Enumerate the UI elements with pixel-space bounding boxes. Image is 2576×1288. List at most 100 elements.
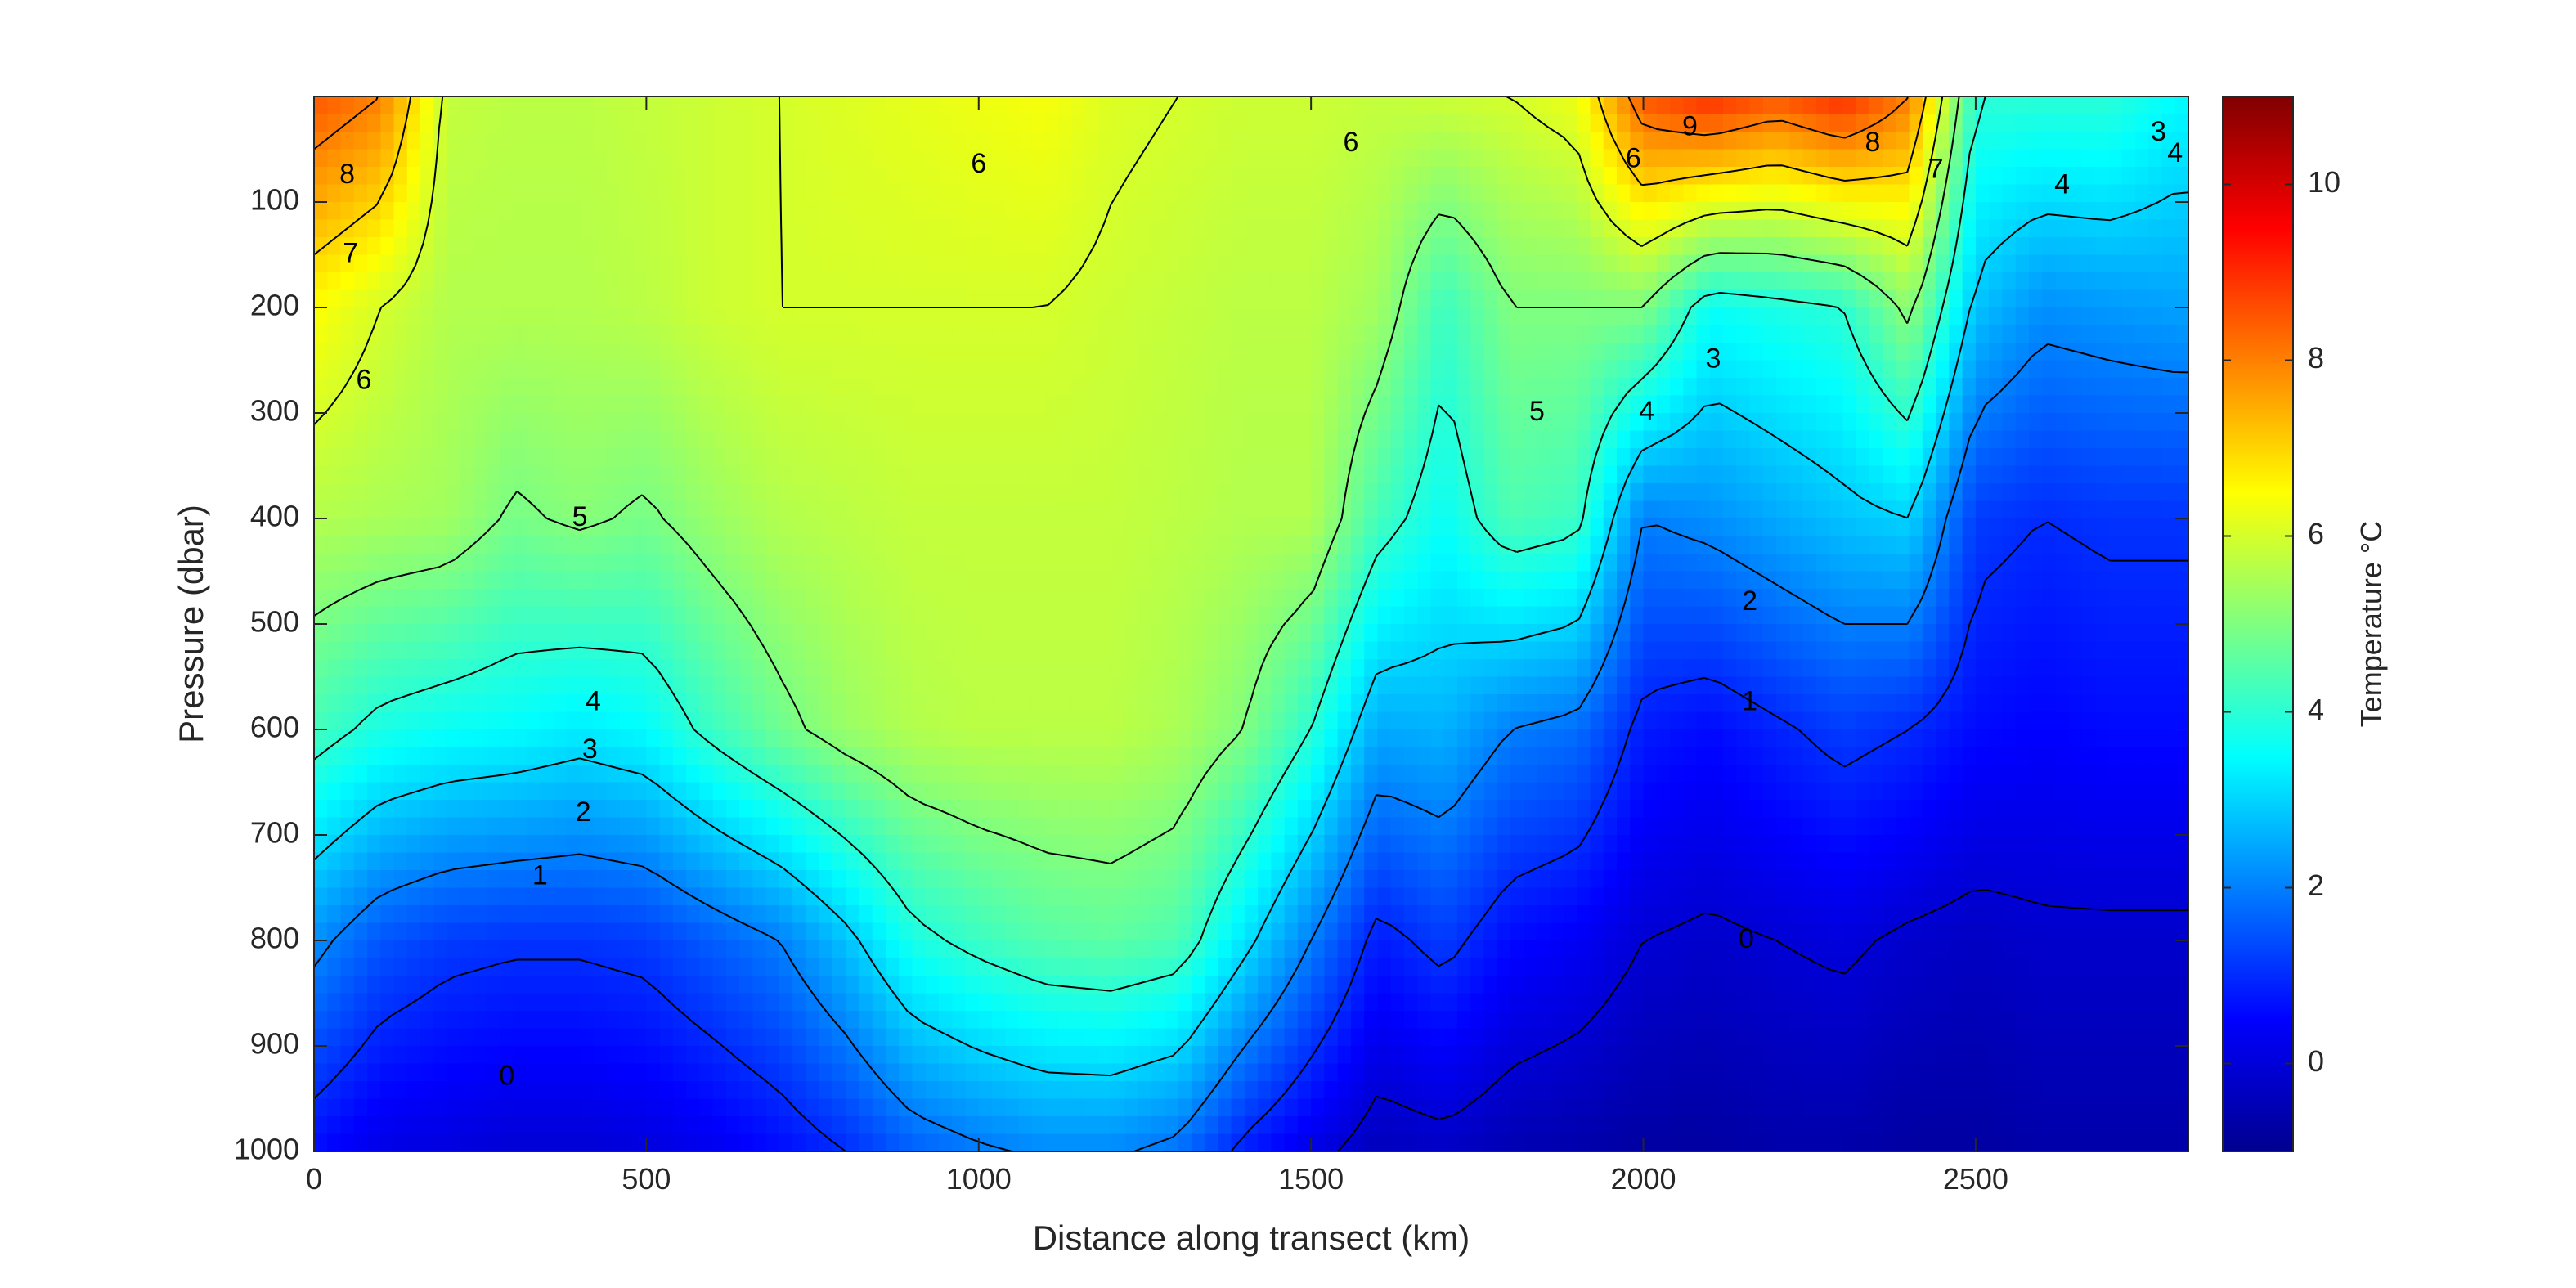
heat-cell [965,219,980,238]
heat-cell [779,483,793,502]
heat-cell [327,167,342,186]
heat-cell [1617,571,1631,590]
heat-cell [1430,184,1445,203]
heat-cell [327,96,342,115]
heat-cell [1218,254,1232,273]
heat-cell [447,202,461,221]
heat-cell [1883,676,1897,695]
heat-cell [1058,571,1073,590]
heat-cell [1762,237,1777,256]
heat-cell [1271,254,1286,273]
heat-cell [2002,202,2017,221]
heat-cell [1165,114,1179,132]
heat-cell [779,167,793,186]
heat-cell [1165,378,1179,397]
heat-cell [686,132,701,150]
heat-cell [752,254,767,273]
heat-cell [1949,624,1963,643]
heat-cell [1497,589,1511,608]
heat-cell [606,448,621,467]
heat-cell [1762,465,1777,484]
heat-cell [553,430,568,449]
heat-cell [1815,430,1830,449]
heat-cell [1709,343,1724,361]
heat-cell [1989,325,2004,343]
heat-cell [1749,694,1764,713]
heat-cell [1736,413,1751,432]
heat-cell [1975,307,1990,326]
heat-cell [1603,395,1618,414]
heat-cell [1564,694,1578,713]
heat-cell [725,571,740,590]
heat-cell [1018,694,1033,713]
heat-cell [2015,254,2030,273]
heat-cell [1058,448,1073,467]
heat-cell [965,500,980,519]
heat-cell [1842,641,1857,660]
heat-cell [380,307,395,326]
heat-cell [1231,307,1245,326]
heat-cell [1018,343,1033,361]
heat-cell [1151,114,1166,132]
heat-cell [1789,500,1804,519]
heat-cell [846,589,860,608]
heat-cell [739,289,754,308]
heat-cell [1098,360,1113,379]
heat-cell [965,272,980,291]
heat-cell [420,500,435,519]
heat-cell [1962,114,1977,132]
heat-cell [672,254,687,273]
heat-cell [819,518,833,537]
heat-cell [1656,694,1671,713]
heat-cell [1537,272,1551,291]
heat-cell [1683,202,1698,221]
heat-cell [2055,272,2070,291]
heat-cell [659,132,674,150]
heat-cell [2095,395,2110,414]
heat-cell [939,624,954,643]
heat-cell [1550,360,1564,379]
heat-cell [606,325,621,343]
heat-cell [1205,606,1219,625]
heat-cell [593,413,608,432]
heat-cell [1031,325,1046,343]
heat-cell [2095,624,2110,643]
heat-cell [646,500,661,519]
heat-cell [406,518,421,537]
heat-cell [965,694,980,713]
heat-cell [553,606,568,625]
heat-cell [725,694,740,713]
heat-cell [1443,500,1458,519]
heat-cell [380,219,395,238]
heat-cell [2002,378,2017,397]
heat-cell [2068,413,2083,432]
heat-cell [1098,219,1113,238]
heat-cell [1590,554,1604,572]
heat-cell [2015,343,2030,361]
heat-cell [2134,202,2150,221]
heat-cell [527,272,541,291]
heat-cell [1191,219,1205,238]
heat-cell [1165,237,1179,256]
heat-cell [393,96,408,115]
heat-cell [1377,272,1392,291]
heat-cell [1762,606,1777,625]
heat-cell [872,378,886,397]
heat-cell [1098,641,1113,660]
heat-cell [646,395,661,414]
heat-cell [1071,430,1086,449]
heat-cell [1603,465,1618,484]
heat-cell [925,184,940,203]
heat-cell [1802,624,1817,643]
heat-cell [487,694,501,713]
heat-cell [872,465,886,484]
heat-cell [779,360,793,379]
heat-cell [1456,167,1472,186]
heat-cell [739,641,754,660]
heat-cell [1949,659,1963,678]
heat-cell [1470,554,1485,572]
heat-cell [1124,500,1139,519]
heat-cell [1696,641,1711,660]
heat-cell [593,237,608,256]
heat-cell [899,132,913,150]
